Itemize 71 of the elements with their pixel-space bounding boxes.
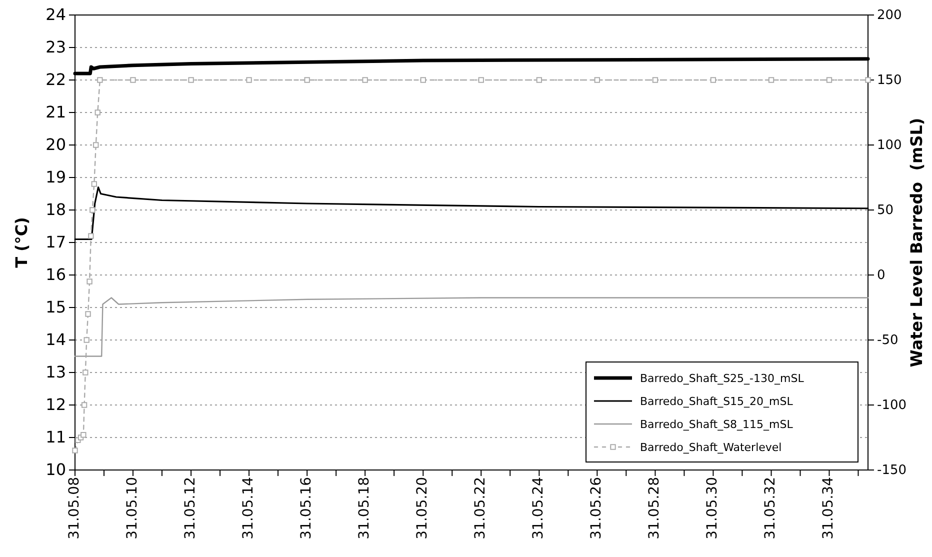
point (865, 77, 871, 83)
x-tick-label: 31.05.08 (66, 477, 82, 540)
point (88, 233, 94, 239)
x-tick-label: 31.05.22 (472, 477, 489, 540)
x-tick-label: 31.05.34 (820, 476, 837, 540)
point (94, 110, 100, 116)
point (536, 77, 542, 83)
x-tick-label: 31.05.24 (530, 476, 547, 540)
x-tick-label: 31.05.32 (762, 477, 779, 540)
y-tick-label: 15 (46, 298, 66, 317)
y-tick-label: 11 (46, 428, 66, 447)
point (652, 77, 658, 83)
y-tick-label: 10 (46, 460, 66, 480)
y-tick-label: 16 (46, 265, 66, 284)
y-tick-label: 14 (46, 330, 66, 350)
legend-label: Barredo_Shaft_S15_20_mSL (640, 395, 794, 408)
point (188, 77, 194, 83)
y2-tick-label: 200 (877, 8, 902, 24)
y2-axis-title: Water Level Barredo (mSL) (907, 118, 926, 368)
point (85, 311, 91, 317)
y-tick-label: 21 (46, 102, 66, 122)
point (594, 77, 600, 83)
point (84, 337, 90, 343)
x-tick-label: 31.05.26 (588, 476, 605, 540)
y-tick-label: 12 (46, 395, 66, 414)
point (97, 77, 103, 83)
point (710, 77, 716, 83)
y2-tick-label: -50 (877, 333, 898, 348)
line-series (74, 297, 869, 357)
x-tick-label: 31.05.12 (182, 477, 198, 540)
y-tick-label: 19 (46, 168, 66, 187)
point (130, 77, 136, 83)
y-tick-label: 24 (46, 5, 66, 24)
y-tick-label: 22 (46, 70, 66, 90)
y-tick-label: 17 (46, 232, 66, 252)
y2-tick-label: -150 (877, 463, 907, 478)
point (86, 278, 92, 284)
x-tick-label: 31.05.30 (704, 477, 721, 540)
y-tick-label: 23 (46, 38, 66, 57)
point (82, 370, 88, 376)
x-tick-label: 31.05.14 (240, 476, 256, 540)
legend-label: Barredo_Shaft_Waterlevel (640, 441, 782, 454)
y-tick-label: 13 (46, 362, 66, 382)
point (826, 77, 832, 83)
point (91, 181, 97, 187)
y2-tick-label: -100 (877, 398, 907, 414)
point (81, 402, 88, 408)
point (72, 448, 78, 454)
x-tick-label: 31.05.16 (298, 476, 314, 540)
point (304, 77, 310, 83)
x-tick-label: 31.05.28 (646, 477, 663, 540)
point (768, 77, 774, 83)
y-tick-label: 20 (46, 135, 66, 154)
point (93, 142, 99, 148)
point (478, 77, 484, 83)
point (362, 77, 368, 83)
x-tick-label: 31.05.10 (124, 477, 140, 540)
y2-tick-label: 150 (877, 73, 902, 88)
x-tick-label: 31.05.20 (414, 477, 431, 540)
y2-tick-label: 50 (877, 203, 894, 218)
point (80, 432, 86, 438)
x-tick-label: 31.05.18 (356, 477, 372, 540)
y-tick-label: 18 (46, 200, 66, 220)
y-axis-title: T (°C) (12, 217, 31, 268)
legend-label: Barredo_Shaft_S8_115_mSL (640, 418, 794, 431)
point (246, 77, 252, 83)
legend-label: Barredo_Shaft_S25_-130_mSL (640, 372, 805, 385)
y2-tick-label: 0 (877, 268, 886, 284)
point (420, 77, 426, 83)
point (90, 207, 96, 213)
y2-tick-label: 100 (877, 138, 902, 154)
